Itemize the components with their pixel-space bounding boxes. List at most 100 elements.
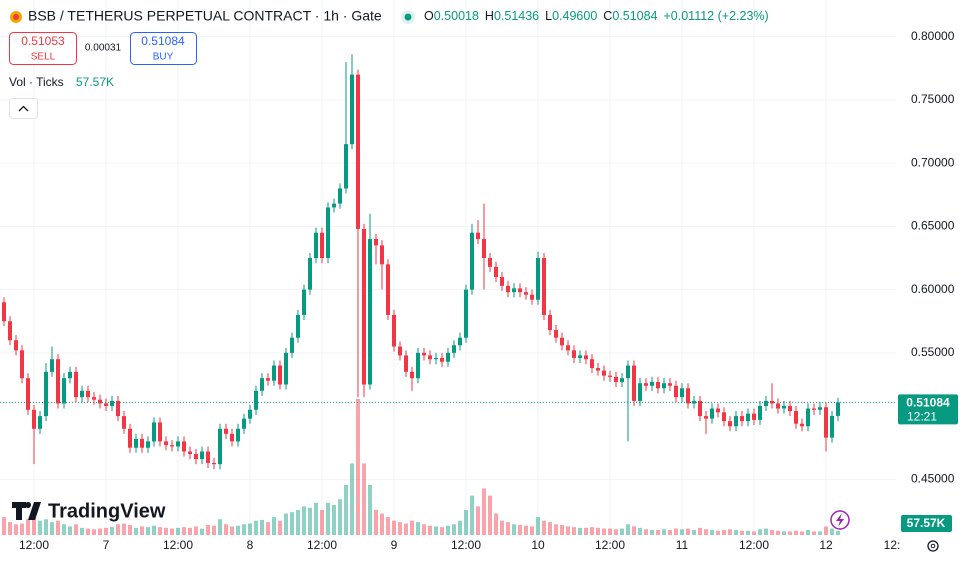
volume-bar xyxy=(668,529,672,535)
buy-label[interactable]: BUY xyxy=(153,52,174,63)
volume-bar xyxy=(788,531,792,535)
candle-body xyxy=(422,352,426,356)
volume-bar xyxy=(578,527,582,535)
volume-bar xyxy=(62,524,66,535)
candle-body xyxy=(446,352,450,362)
volume-bar xyxy=(368,484,372,535)
candle-body xyxy=(440,357,444,362)
candle-body xyxy=(374,239,378,246)
volume-bar xyxy=(14,524,18,535)
y-tick-label: 0.55000 xyxy=(911,345,955,359)
candle-body xyxy=(164,441,168,446)
candle-body xyxy=(500,276,504,286)
volume-bar xyxy=(398,522,402,535)
axes-layer: 0.45000 0.55000 0.60000 0.65000 0.70000 0.750… xyxy=(0,29,958,552)
candle-body xyxy=(716,408,720,413)
volume-bar xyxy=(572,527,576,535)
volume-bar xyxy=(92,529,96,535)
volume-bar xyxy=(836,530,840,535)
candle-body xyxy=(212,462,216,465)
volume-bar xyxy=(548,522,552,535)
volume-bar xyxy=(338,499,342,535)
candle-body xyxy=(266,378,270,381)
volume-bar xyxy=(620,528,624,535)
volume-bar xyxy=(266,522,270,535)
candle-body xyxy=(602,370,606,376)
volume-bar xyxy=(188,527,192,535)
collapse-chevron[interactable] xyxy=(18,105,29,112)
candle-body xyxy=(746,413,750,422)
volume-bar xyxy=(614,529,618,535)
candle-body xyxy=(488,258,492,267)
candle-body xyxy=(434,357,438,360)
candle-body xyxy=(62,378,66,404)
sell-price[interactable]: 0.51053 xyxy=(21,34,65,48)
volume-bar xyxy=(272,517,276,535)
candle-body xyxy=(506,285,510,293)
candle-body xyxy=(614,376,618,382)
volume-bar xyxy=(242,524,246,535)
volume-bar xyxy=(716,530,720,535)
countdown: 12:21 xyxy=(907,410,937,424)
candle-body xyxy=(2,302,6,322)
settings-icon[interactable] xyxy=(927,540,939,552)
volume-bar xyxy=(308,507,312,535)
candle-body xyxy=(782,405,786,409)
volume-bar xyxy=(602,528,606,535)
candle-body xyxy=(734,416,738,427)
x-tick-label: 12:00 xyxy=(163,538,193,552)
collapse-button[interactable] xyxy=(9,98,38,119)
volume-bar xyxy=(224,524,228,535)
volume-bar xyxy=(302,506,306,535)
volume-bar xyxy=(86,528,90,535)
candle-body xyxy=(200,451,204,460)
candle-body xyxy=(170,445,174,447)
candle-body xyxy=(554,330,558,338)
candle-layer xyxy=(2,54,840,470)
spread: 0.00031 xyxy=(85,43,122,54)
candle-body xyxy=(104,403,108,406)
buy-price[interactable]: 0.51084 xyxy=(141,34,185,48)
candle-body xyxy=(182,441,186,452)
sell-label[interactable]: SELL xyxy=(31,52,56,63)
volume-bar xyxy=(50,522,54,535)
volume-bar xyxy=(290,512,294,535)
volume-bar xyxy=(776,530,780,535)
candle-body xyxy=(788,405,792,412)
volume-bar xyxy=(476,506,480,535)
volume-bar xyxy=(500,520,504,535)
volume-bar xyxy=(230,526,234,535)
candle-body xyxy=(470,232,474,290)
candle-body xyxy=(158,422,162,442)
candle-body xyxy=(260,378,264,391)
sell-button[interactable] xyxy=(9,32,77,65)
buy-button[interactable] xyxy=(130,32,197,65)
volume-bar xyxy=(440,527,444,535)
volume-bar xyxy=(554,524,558,535)
candle-body xyxy=(332,203,336,208)
candle-body xyxy=(494,266,498,277)
volume-bar xyxy=(608,528,612,535)
settings-icon-center[interactable] xyxy=(930,543,936,549)
volume-bar xyxy=(746,530,750,535)
y-tick-label: 0.80000 xyxy=(911,29,955,43)
volume-bar xyxy=(686,528,690,535)
volume-bar xyxy=(176,527,180,535)
volume-bar xyxy=(806,529,810,535)
candle-body xyxy=(272,365,276,381)
ohlc-item: +0.01112 (+2.23%) xyxy=(664,9,769,23)
volume-bar xyxy=(656,529,660,535)
x-tick-label: 12:00 xyxy=(19,538,49,552)
volume-bar xyxy=(332,504,336,535)
alert-bolt[interactable] xyxy=(836,513,844,527)
ohlc-item: 0.50018 xyxy=(434,9,479,23)
candle-body xyxy=(248,409,252,419)
symbol-icon-inner xyxy=(13,14,19,20)
volume-bar xyxy=(356,399,360,535)
volume-bar xyxy=(650,529,654,535)
candle-body xyxy=(224,428,228,434)
volume-bar xyxy=(110,527,114,535)
candle-body xyxy=(464,289,468,338)
candle-body xyxy=(284,352,288,385)
